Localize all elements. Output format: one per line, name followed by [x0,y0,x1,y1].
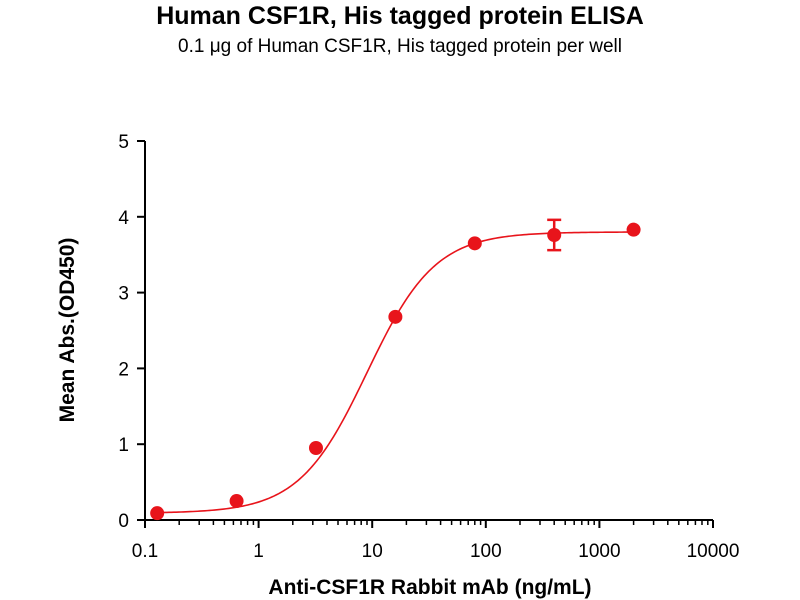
data-point [229,494,244,509]
data-point [467,236,482,251]
fit-curve [157,231,634,514]
data-points [150,218,641,521]
axes: 0.1 1 10 100 1000 10000 0 1 2 3 4 5 [118,132,739,562]
data-point [547,227,562,242]
data-point [626,222,641,237]
x-axis-label: Anti-CSF1R Rabbit mAb (ng/mL) [268,576,591,599]
y-tick-label: 3 [118,284,129,305]
chart-title: Human CSF1R, His tagged protein ELISA [156,2,644,30]
y-tick-label: 1 [118,435,129,456]
y-tick-label: 2 [118,359,129,380]
x-tick-label: 1 [253,541,264,562]
y-axis-label: Mean Abs.(OD450) [56,238,79,423]
x-tick-label: 0.1 [132,541,158,562]
y-tick-label: 4 [118,208,129,229]
y-tick-label: 0 [118,511,129,532]
x-tick-label: 10 [362,541,383,562]
data-point [150,506,165,521]
data-point [388,309,403,324]
y-tick-label: 5 [118,132,129,153]
x-tick-label: 10000 [687,541,740,562]
fit-curve-layer [157,231,634,514]
x-tick-label: 100 [470,541,502,562]
data-point [308,440,323,455]
x-tick-label: 1000 [578,541,620,562]
chart-subtitle: 0.1 μg of Human CSF1R, His tagged protei… [178,36,622,57]
